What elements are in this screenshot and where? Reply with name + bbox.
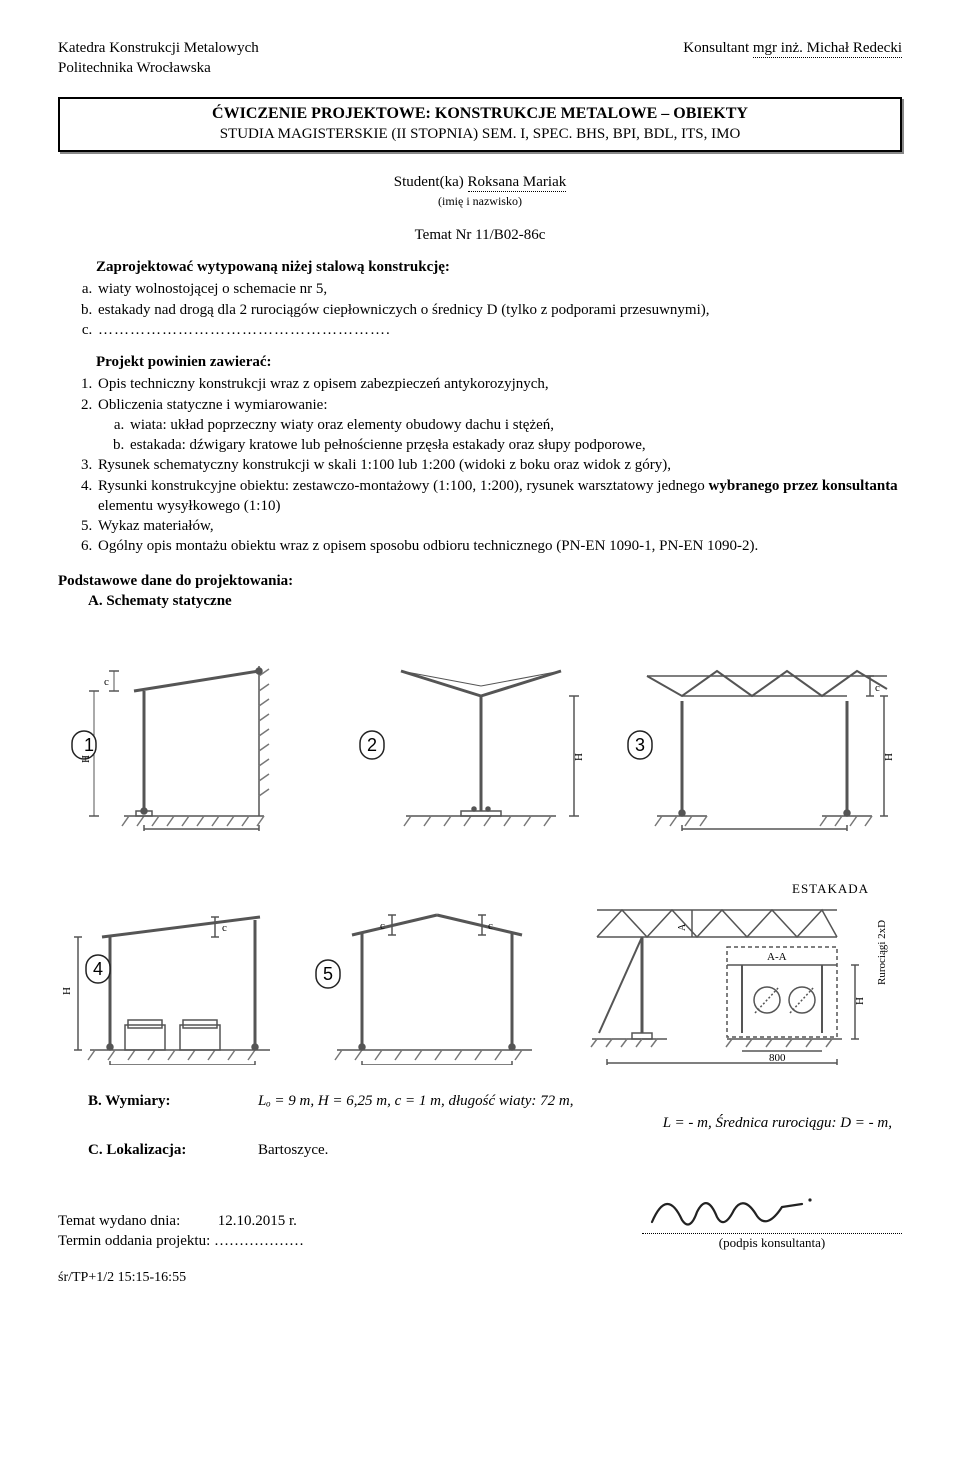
req-5: Wykaz materiałów, [96,516,902,536]
svg-text:H: H [854,997,866,1005]
req-2a: wiata: układ poprzeczny wiaty oraz eleme… [128,415,902,435]
title-main: ĆWICZENIE PROJEKTOWE: KONSTRUKCJE METALO… [74,103,886,125]
req-2: Obliczenia statyczne i wymiarowanie: wia… [96,395,902,456]
task-b: estakady nad drogą dla 2 rurociągów ciep… [96,300,902,320]
dept-line-2: Politechnika Wrocławska [58,58,259,78]
svg-text:L: L [719,1064,726,1065]
diagram-estakada: ESTAKADA A A-A H Rurociągi 2xD 800 L [577,865,897,1065]
student-label: Student(ka) [394,174,464,190]
svg-text:Lo: Lo [188,830,201,831]
svg-text:H: H [573,753,585,761]
svg-text:Lo: Lo [756,830,769,831]
svg-text:c: c [104,676,109,688]
diagram-4: 4 c H Lo [60,865,290,1065]
svg-text:1: 1 [84,735,94,755]
req-2b: estakada: dźwigary kratowe lub pełnoście… [128,435,902,455]
svg-text:c: c [380,920,385,932]
diagrams-row-1: 1 c H Lo [58,631,902,831]
req-6: Ogólny opis montażu obiektu wraz z opise… [96,536,902,556]
consultant-label: Konsultant [683,40,749,56]
req-1: Opis techniczny konstrukcji wraz z opise… [96,374,902,394]
svg-text:H: H [61,987,73,995]
diagram-3: 3 c H Lo [622,631,902,831]
svg-text:2: 2 [367,735,377,755]
svg-text:3: 3 [635,735,645,755]
section-B-value: Lₒ = 9 m, H = 6,25 m, c = 1 m, długość w… [258,1091,573,1111]
svg-text:ESTAKADA: ESTAKADA [792,881,869,896]
signature-scribble [642,1182,822,1237]
section-C-label: C. Lokalizacja: [88,1140,258,1160]
signature-caption: (podpis konsultanta) [642,1234,902,1252]
svg-text:5: 5 [323,964,333,984]
dept-line-1: Katedra Konstrukcji Metalowych [58,38,259,58]
due-label: Termin oddania projektu: [58,1233,210,1249]
section-A-label: A. Schematy statyczne [88,591,902,611]
footer-code: śr/TP+1/2 15:15-16:55 [58,1269,902,1288]
student-name: Roksana Mariak [468,174,567,192]
task-c: ………………………………………………. [96,320,902,340]
diagram-1: 1 c H Lo [64,631,324,831]
svg-text:H: H [883,753,895,761]
section-B-label: B. Wymiary: [88,1091,258,1111]
diagrams-row-2: 4 c H Lo [58,865,902,1065]
issued-value: 12.10.2015 r. [218,1213,297,1229]
req-4-bold: wybranego przez konsultanta [709,478,898,494]
req-title: Projekt powinien zawierać: [96,352,902,372]
svg-text:H: H [80,755,92,763]
diagram-2: 2 H [346,631,606,831]
consultant-name: mgr inż. Michał Redecki [753,40,902,58]
req-3: Rysunek schematyczny konstrukcji w skali… [96,455,902,475]
task-intro: Zaprojektować wytypowaną niżej stalową k… [96,257,902,277]
section-data-title: Podstawowe dane do projektowania: [58,571,902,591]
topic-value: 11/B02-86c [475,227,545,243]
issued-label: Temat wydano dnia: [58,1213,180,1229]
svg-text:Rurociągi 2xD: Rurociągi 2xD [876,920,888,985]
student-caption: (imię i nazwisko) [58,193,902,209]
svg-text:A: A [677,923,688,931]
title-sub: STUDIA MAGISTERSKIE (II STOPNIA) SEM. I,… [74,124,886,144]
task-a: wiaty wolnostojącej o schemacie nr 5, [96,279,902,299]
title-box: ĆWICZENIE PROJEKTOWE: KONSTRUKCJE METALO… [58,97,902,153]
due-dots: ……………… [214,1233,304,1249]
section-C-value: Bartoszyce. [258,1140,328,1160]
svg-text:4: 4 [93,959,103,979]
svg-text:c: c [222,922,227,934]
section-B-value2: L = - m, Średnica rurociągu: D = - m, [58,1113,902,1133]
svg-text:c: c [875,682,880,694]
svg-text:c: c [488,920,493,932]
req-4: Rysunki konstrukcyjne obiektu: zestawczo… [96,476,902,517]
topic-label: Temat Nr [415,227,476,243]
diagram-5: 5 c c Lo [302,865,562,1065]
svg-text:A-A: A-A [767,951,787,963]
svg-text:800: 800 [769,1052,786,1064]
